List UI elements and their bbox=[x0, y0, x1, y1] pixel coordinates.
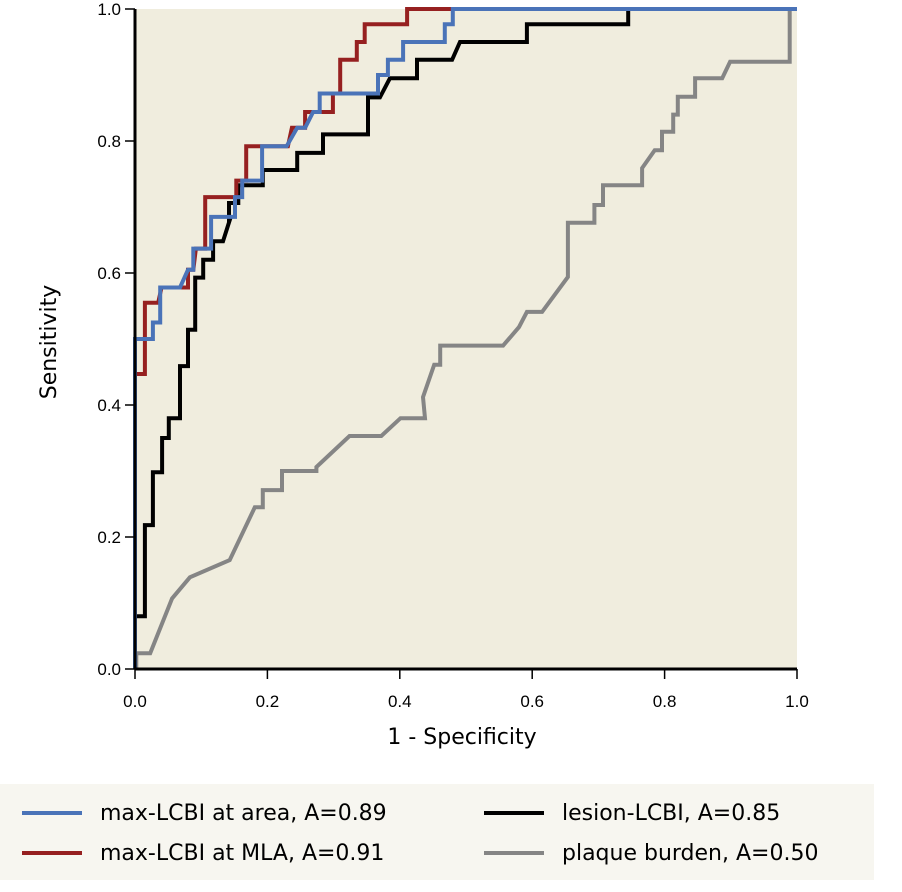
legend-swatch-blue bbox=[22, 811, 82, 815]
y-tick-label: 0.6 bbox=[97, 264, 121, 283]
x-tick-label: 0.8 bbox=[653, 692, 677, 711]
x-axis-title: 1 - Specificity bbox=[387, 725, 536, 750]
legend-item-max-lcbi-area: max-LCBI at area, A=0.89 bbox=[22, 796, 387, 830]
legend-label: max-LCBI at MLA, A=0.91 bbox=[100, 840, 385, 866]
y-tick-label: 0.2 bbox=[97, 528, 121, 547]
legend-swatch-gray bbox=[484, 851, 544, 855]
y-tick-label: 0.4 bbox=[97, 396, 121, 415]
y-tick-label: 0.8 bbox=[97, 132, 121, 151]
plot-area bbox=[135, 9, 797, 669]
x-tick-label: 0.4 bbox=[388, 692, 412, 711]
legend-label: max-LCBI at area, A=0.89 bbox=[100, 800, 387, 826]
y-tick-label: 0.0 bbox=[97, 660, 121, 679]
x-axis-ticks: 0.0 0.2 0.4 0.6 0.8 1.0 bbox=[123, 669, 809, 711]
legend-item-max-lcbi-mla: max-LCBI at MLA, A=0.91 bbox=[22, 836, 384, 870]
x-tick-label: 1.0 bbox=[785, 692, 809, 711]
x-tick-label: 0.0 bbox=[123, 692, 147, 711]
y-axis-title: Sensitivity bbox=[37, 285, 62, 400]
x-tick-label: 0.6 bbox=[520, 692, 544, 711]
legend-label: lesion-LCBI, A=0.85 bbox=[562, 800, 781, 826]
y-tick-label: 1.0 bbox=[97, 0, 121, 19]
legend: max-LCBI at area, A=0.89 max-LCBI at MLA… bbox=[0, 784, 874, 880]
legend-swatch-red bbox=[22, 851, 82, 855]
legend-label: plaque burden, A=0.50 bbox=[562, 840, 819, 866]
x-tick-label: 0.2 bbox=[256, 692, 280, 711]
roc-chart: 0.0 0.2 0.4 0.6 0.8 1.0 0.0 0.2 0.4 0.6 0.8 1.0 1 … bbox=[37, 0, 809, 750]
legend-item-plaque-burden: plaque burden, A=0.50 bbox=[484, 836, 818, 870]
legend-item-lesion-lcbi: lesion-LCBI, A=0.85 bbox=[484, 796, 780, 830]
series-line-max-lcbi-at-area bbox=[133, 7, 797, 669]
series-layer bbox=[133, 7, 797, 669]
legend-swatch-black bbox=[484, 811, 544, 815]
y-axis-ticks: 0.0 0.2 0.4 0.6 0.8 1.0 bbox=[97, 0, 135, 679]
series-line-lesion-lcbi bbox=[133, 7, 797, 669]
series-line-plaque-burden bbox=[134, 7, 797, 669]
